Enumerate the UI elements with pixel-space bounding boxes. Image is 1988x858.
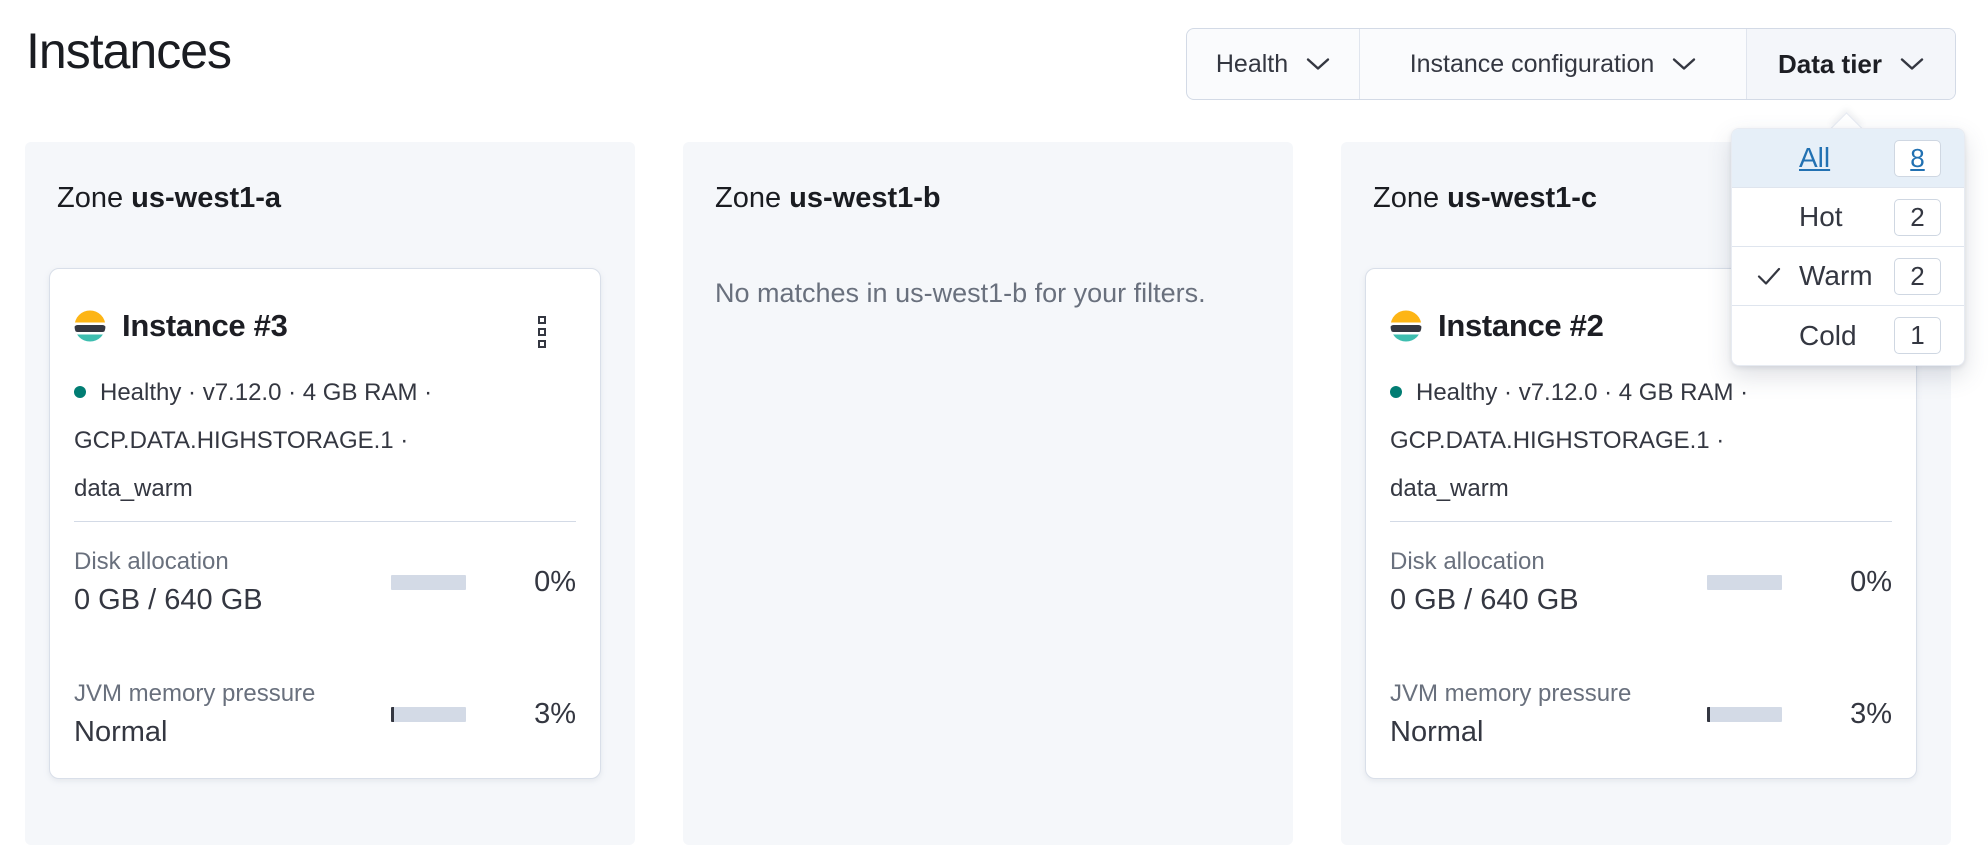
health-status-dot — [1390, 386, 1402, 398]
instance-card-header: Instance #2 — [1390, 308, 1892, 343]
filter-group: Health Instance configuration Data tier — [1186, 28, 1956, 100]
instance-status-line: data_warm — [1390, 475, 1509, 502]
instance-status: Healthy · v7.12.0 · 4 GB RAM · GCP.DATA.… — [1390, 369, 1892, 513]
instance-actions-menu-button[interactable] — [536, 314, 548, 350]
metric-value: 0 GB / 640 GB — [74, 584, 263, 616]
metric-jvm-memory-pressure: JVM memory pressure Normal 3% — [1390, 680, 1892, 748]
filter-button-label: Health — [1215, 49, 1289, 78]
disk-usage-bar — [391, 574, 466, 590]
filter-option-all[interactable]: All 8 — [1732, 129, 1964, 188]
metric-label: JVM memory pressure — [1390, 680, 1632, 707]
instance-status-line: Healthy · v7.12.0 · 4 GB RAM · — [1390, 369, 1892, 417]
metric-value: 0 GB / 640 GB — [1390, 584, 1579, 616]
jvm-pressure-bar — [391, 706, 466, 722]
jvm-pressure-bar — [1707, 706, 1782, 722]
instance-status-line: Healthy · v7.12.0 · 4 GB RAM · — [74, 369, 576, 417]
metric-percent: 0% — [534, 565, 576, 598]
zone-panel-us-west1-b: Zone us-west1-b No matches in us-west1-b… — [683, 142, 1293, 845]
metric-jvm-memory-pressure: JVM memory pressure Normal 3% — [74, 680, 576, 748]
zone-name: us-west1-c — [1447, 182, 1598, 214]
metric-label: JVM memory pressure — [74, 680, 316, 707]
instance-title: Instance #3 — [122, 308, 288, 343]
disk-usage-bar — [1707, 574, 1782, 590]
metric-value: Normal — [74, 716, 168, 748]
card-divider — [74, 521, 576, 522]
metric-label: Disk allocation — [74, 548, 229, 575]
instance-status: Healthy · v7.12.0 · 4 GB RAM · GCP.DATA.… — [74, 369, 576, 513]
elasticsearch-logo-icon — [74, 310, 106, 342]
count-badge: 8 — [1894, 139, 1941, 177]
filter-option-label: Hot — [1799, 201, 1843, 232]
zone-title: Zone us-west1-a — [57, 182, 282, 214]
zones-row: Zone us-west1-a Instance #3 — [25, 142, 1951, 845]
metric-disk-allocation: Disk allocation 0 GB / 640 GB 0% — [1390, 548, 1892, 616]
filter-option-label: Cold — [1799, 319, 1857, 351]
jvm-pressure-bar-fill — [391, 706, 394, 722]
zone-panel-us-west1-a: Zone us-west1-a Instance #3 — [25, 142, 635, 845]
count-badge: 2 — [1894, 198, 1941, 236]
instance-status-line: GCP.DATA.HIGHSTORAGE.1 · — [74, 427, 409, 454]
count-badge: 1 — [1894, 317, 1941, 354]
instance-status-line: GCP.DATA.HIGHSTORAGE.1 · — [1390, 427, 1725, 454]
metric-label: Disk allocation — [1390, 548, 1545, 575]
filter-button-label: Instance configuration — [1409, 49, 1655, 78]
chevron-down-icon — [1900, 57, 1924, 71]
empty-zone-message: No matches in us-west1-b for your filter… — [715, 278, 1206, 308]
elasticsearch-logo-icon — [1390, 310, 1422, 342]
page-title: Instances — [26, 23, 232, 79]
instance-card: Instance #3 Healthy · v7.12.0 · 4 GB RAM… — [49, 268, 601, 779]
filter-button-instance-configuration[interactable]: Instance configuration — [1359, 29, 1746, 99]
filter-option-cold[interactable]: Cold 1 — [1732, 306, 1964, 365]
metric-value: Normal — [1390, 716, 1484, 748]
chevron-down-icon — [1306, 57, 1330, 71]
filter-option-hot[interactable]: Hot 2 — [1732, 188, 1964, 247]
zone-title: Zone us-west1-b — [715, 182, 941, 214]
card-divider — [1390, 521, 1892, 522]
metric-disk-allocation: Disk allocation 0 GB / 640 GB 0% — [74, 548, 576, 616]
filter-option-label: Warm — [1799, 260, 1873, 291]
zone-name: us-west1-b — [789, 182, 941, 214]
health-status-dot — [74, 386, 86, 398]
filter-option-label: All — [1799, 142, 1831, 173]
instance-status-line: data_warm — [74, 475, 193, 502]
metric-percent: 3% — [534, 697, 576, 730]
metric-percent: 0% — [1850, 565, 1892, 598]
check-icon — [1757, 266, 1783, 286]
count-badge: 2 — [1894, 257, 1941, 295]
jvm-pressure-bar-fill — [1707, 706, 1710, 722]
zone-title: Zone us-west1-c — [1373, 182, 1598, 214]
zone-name: us-west1-a — [131, 182, 282, 214]
filter-button-label: Data tier — [1777, 48, 1883, 79]
filter-option-warm[interactable]: Warm 2 — [1732, 247, 1964, 306]
filter-button-health[interactable]: Health — [1187, 29, 1359, 99]
metric-percent: 3% — [1850, 697, 1892, 730]
instance-title: Instance #2 — [1438, 308, 1604, 343]
chevron-down-icon — [1672, 57, 1696, 71]
filter-button-data-tier[interactable]: Data tier — [1746, 29, 1955, 99]
boxes-vertical-icon — [538, 316, 546, 348]
instance-card-header: Instance #3 — [74, 308, 576, 343]
data-tier-popover: All 8 Hot 2 Warm 2 Cold 1 — [1731, 112, 1965, 366]
